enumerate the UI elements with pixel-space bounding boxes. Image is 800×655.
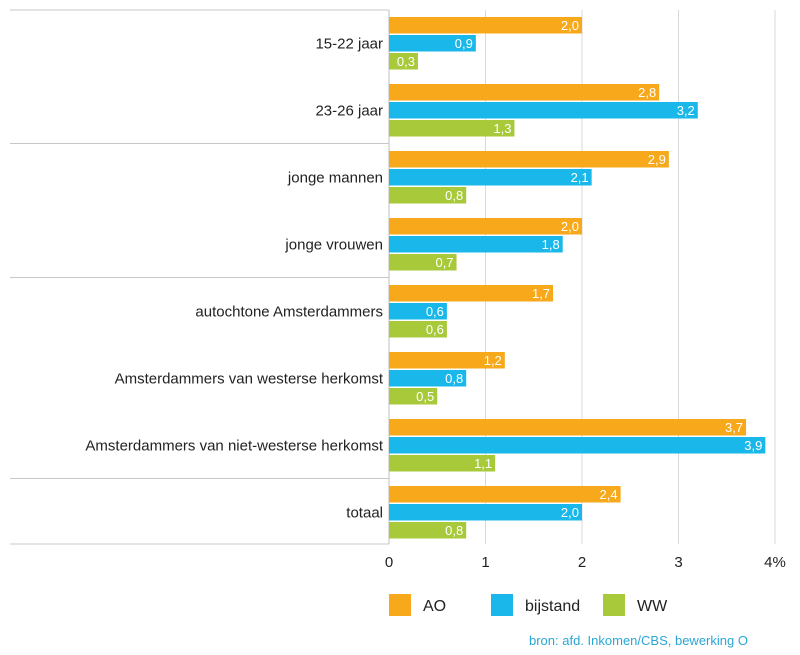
bar-value-label: 1,3 (493, 121, 511, 136)
bar-ao (389, 352, 505, 369)
bar-value-label: 2,0 (561, 219, 579, 234)
legend-label: AO (423, 598, 446, 615)
legend-label: WW (637, 598, 668, 615)
bar-value-label: 0,6 (426, 322, 444, 337)
bar-value-label: 1,7 (532, 286, 550, 301)
bar-bijstand (389, 236, 563, 253)
category-label: Amsterdammers van niet-westerse herkomst (85, 437, 383, 454)
bar-ww (389, 321, 447, 338)
bar-ww (389, 120, 515, 137)
bar-ao (389, 17, 582, 34)
bar-value-label: 2,9 (648, 152, 666, 167)
category-label: autochtone Amsterdammers (195, 303, 383, 320)
bar-ww (389, 53, 418, 70)
category-label: 15-22 jaar (315, 35, 383, 52)
category-label: 23-26 jaar (315, 102, 383, 119)
legend-swatch-ao (389, 594, 411, 616)
bar-value-label: 2,1 (571, 170, 589, 185)
bar-bijstand (389, 169, 592, 186)
category-label: jonge mannen (287, 169, 383, 186)
category-label: Amsterdammers van westerse herkomst (115, 370, 384, 387)
bar-ao (389, 151, 669, 168)
bar-value-label: 1,2 (484, 353, 502, 368)
bar-value-label: 2,0 (561, 505, 579, 520)
bar-value-label: 0,6 (426, 304, 444, 319)
bar-ww (389, 455, 496, 472)
bar-value-label: 2,0 (561, 18, 579, 33)
x-tick-label: 3 (674, 554, 682, 571)
bar-value-label: 0,8 (445, 188, 463, 203)
bar-bijstand (389, 35, 476, 52)
bar-ww (389, 254, 457, 271)
category-label: totaal (346, 504, 383, 521)
bar-value-label: 1,8 (542, 237, 560, 252)
bar-ao (389, 285, 554, 302)
category-label: jonge vrouwen (284, 236, 383, 253)
bar-value-label: 1,1 (474, 456, 492, 471)
bar-ao (389, 419, 747, 436)
bar-bijstand (389, 102, 698, 119)
bar-value-label: 0,8 (445, 371, 463, 386)
bar-ao (389, 218, 582, 235)
bar-value-label: 3,7 (725, 420, 743, 435)
x-tick-label: 1 (481, 554, 489, 571)
bar-ao (389, 84, 660, 101)
bar-ww (389, 388, 438, 405)
bar-value-label: 2,8 (638, 85, 656, 100)
x-tick-label: 2 (578, 554, 586, 571)
bar-bijstand (389, 303, 447, 320)
bar-value-label: 0,7 (435, 255, 453, 270)
bar-ww (389, 522, 467, 539)
bar-value-label: 0,9 (455, 36, 473, 51)
bar-value-label: 3,2 (677, 103, 695, 118)
legend-swatch-bijstand (491, 594, 513, 616)
bar-bijstand (389, 504, 582, 521)
bar-value-label: 2,4 (600, 487, 618, 502)
bar-value-label: 0,3 (397, 54, 415, 69)
bar-ao (389, 486, 621, 503)
bar-ww (389, 187, 467, 204)
bar-value-label: 0,8 (445, 523, 463, 538)
legend-label: bijstand (525, 598, 580, 615)
x-tick-label: 4% (764, 554, 786, 571)
bar-bijstand (389, 437, 766, 454)
legend-swatch-ww (603, 594, 625, 616)
x-tick-label: 0 (385, 554, 393, 571)
bar-bijstand (389, 370, 467, 387)
bar-value-label: 3,9 (744, 438, 762, 453)
source-note: bron: afd. Inkomen/CBS, bewerking O (529, 633, 748, 648)
bar-value-label: 0,5 (416, 389, 434, 404)
